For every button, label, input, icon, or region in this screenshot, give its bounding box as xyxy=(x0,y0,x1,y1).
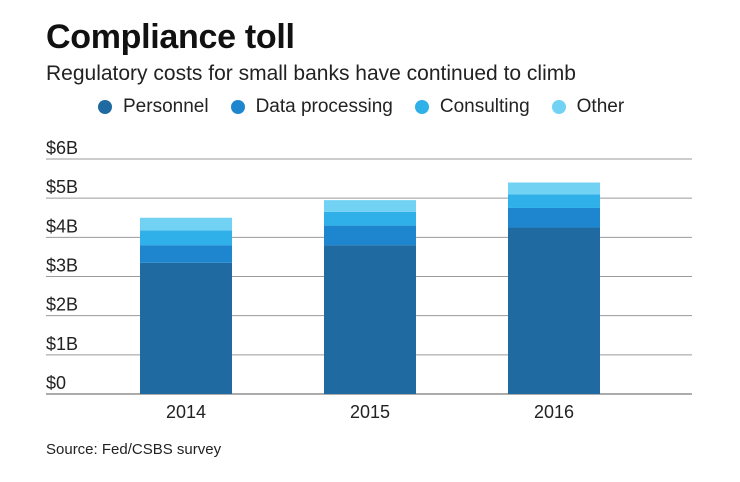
y-tick-label: $2B xyxy=(46,295,78,315)
source-note: Source: Fed/CSBS survey xyxy=(46,441,222,458)
legend-item-data-processing: Data processing xyxy=(230,96,393,118)
bar-segment-other xyxy=(140,217,232,231)
y-tick-label: $0 xyxy=(46,373,66,393)
bar-segment-personnel xyxy=(324,245,416,394)
legend-label: Data processing xyxy=(255,96,393,117)
legend: Personnel Data processing Consulting Other xyxy=(98,96,646,118)
x-tick-label: 2014 xyxy=(166,402,206,422)
bar-segment-consulting xyxy=(508,194,600,208)
chart-subtitle: Regulatory costs for small banks have co… xyxy=(46,62,576,85)
y-tick-label: $4B xyxy=(46,216,78,236)
legend-swatch xyxy=(98,100,112,114)
y-tick-label: $6B xyxy=(46,138,78,158)
y-tick-label: $1B xyxy=(46,334,78,354)
legend-swatch xyxy=(230,100,245,114)
bar-segment-consulting xyxy=(324,211,416,226)
legend-item-other: Other xyxy=(551,96,625,118)
bar-segment-personnel xyxy=(508,227,600,394)
legend-label: Other xyxy=(576,96,625,117)
bar-segment-other xyxy=(508,182,600,195)
legend-swatch xyxy=(414,100,429,114)
y-tick-label: $5B xyxy=(46,177,78,197)
bar-segment-personnel xyxy=(140,262,232,394)
x-tick-label: 2015 xyxy=(350,402,390,422)
y-tick-label: $3B xyxy=(46,256,78,276)
bar-segment-data-processing xyxy=(324,225,416,246)
legend-label: Consulting xyxy=(439,96,530,117)
bar-segment-data-processing xyxy=(140,245,232,263)
chart-title: Compliance toll xyxy=(46,18,295,56)
x-tick-label: 2016 xyxy=(534,402,574,422)
legend-item-consulting: Consulting xyxy=(414,96,530,118)
bar-segment-other xyxy=(324,200,416,212)
legend-item-personnel: Personnel xyxy=(98,96,209,118)
bar-segment-consulting xyxy=(140,230,232,246)
legend-swatch xyxy=(551,100,566,114)
legend-label: Personnel xyxy=(123,96,209,117)
bar-segment-data-processing xyxy=(508,207,600,228)
